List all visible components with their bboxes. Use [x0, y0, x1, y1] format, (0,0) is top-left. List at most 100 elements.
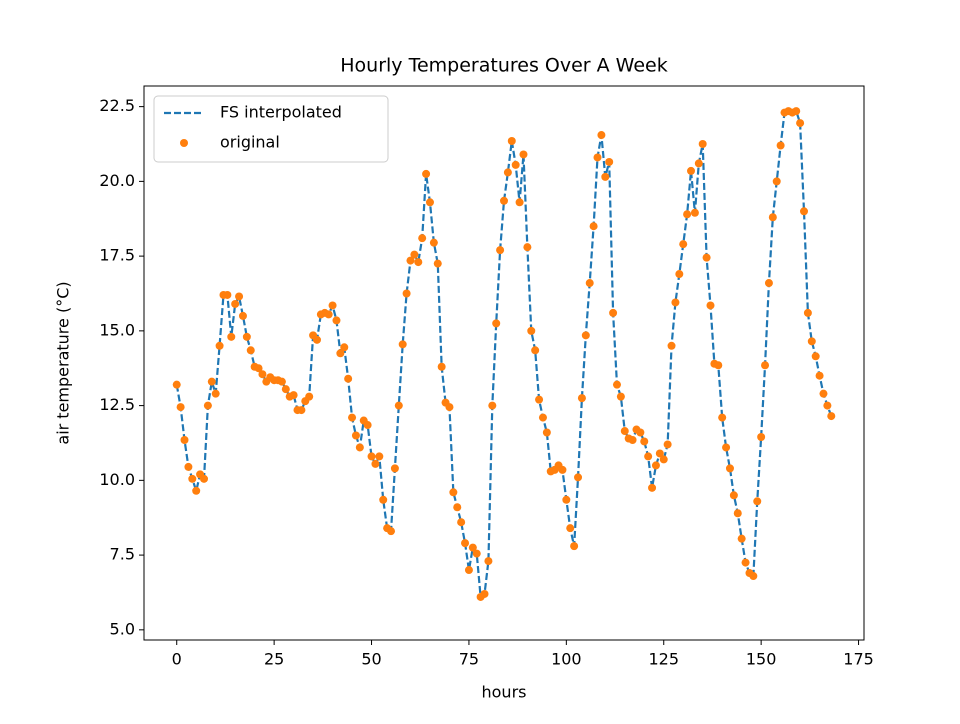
data-point — [768, 213, 777, 222]
data-point — [371, 459, 380, 468]
data-point — [519, 150, 528, 159]
data-point — [702, 253, 711, 262]
data-point — [531, 346, 540, 355]
data-point — [425, 198, 434, 207]
data-point — [340, 343, 349, 352]
data-point — [414, 258, 423, 267]
data-point — [445, 403, 454, 412]
data-point — [480, 589, 489, 598]
data-point — [628, 435, 637, 444]
data-point — [819, 389, 828, 398]
x-tick-label: 0 — [172, 650, 182, 669]
data-point — [796, 119, 805, 128]
data-point — [823, 401, 832, 410]
data-point — [281, 385, 290, 394]
data-point — [227, 332, 236, 341]
data-point — [238, 311, 247, 320]
x-tick-label: 75 — [459, 650, 479, 669]
data-point — [231, 299, 240, 308]
data-point — [418, 234, 427, 243]
data-point — [714, 361, 723, 370]
data-point — [800, 207, 808, 216]
data-point — [215, 341, 224, 350]
x-tick-label: 25 — [264, 650, 284, 669]
data-point — [507, 137, 516, 146]
data-point — [492, 319, 501, 328]
data-point — [433, 259, 442, 268]
data-point — [655, 449, 664, 458]
x-tick-label: 125 — [648, 650, 679, 669]
data-point — [246, 346, 255, 355]
y-tick-label: 12.5 — [99, 395, 135, 414]
y-tick-label: 15.0 — [99, 320, 135, 339]
data-point — [562, 495, 571, 504]
data-point — [659, 455, 668, 464]
data-point — [593, 153, 602, 162]
data-point — [589, 222, 598, 231]
legend-label: FS interpolated — [220, 103, 342, 122]
data-point — [258, 370, 267, 379]
data-point — [815, 371, 824, 380]
data-point — [254, 364, 263, 373]
data-point — [180, 435, 189, 444]
legend-label: original — [220, 133, 280, 152]
data-point — [566, 524, 575, 533]
data-point — [188, 474, 197, 483]
data-point — [523, 243, 532, 252]
data-point — [601, 172, 610, 181]
data-point — [667, 341, 676, 350]
data-point — [375, 452, 384, 461]
chart-title: Hourly Temperatures Over A Week — [340, 55, 667, 77]
data-point — [207, 377, 216, 386]
x-tick-label: 50 — [361, 650, 381, 669]
data-point — [749, 572, 758, 581]
y-tick-label: 10.0 — [99, 470, 135, 489]
data-point — [305, 392, 314, 401]
y-tick-label: 22.5 — [99, 96, 135, 115]
x-tick-label: 175 — [843, 650, 874, 669]
x-tick-label: 150 — [746, 650, 777, 669]
data-point — [535, 395, 544, 404]
data-point — [811, 352, 820, 361]
data-point — [605, 157, 614, 166]
data-point — [348, 413, 357, 422]
data-point — [648, 483, 657, 492]
data-point — [757, 432, 766, 441]
data-point — [616, 392, 625, 401]
data-point — [772, 177, 781, 186]
data-point — [402, 289, 411, 298]
data-point — [733, 509, 742, 518]
data-point — [500, 196, 508, 205]
data-point — [449, 488, 458, 497]
data-point — [422, 169, 431, 178]
data-point — [803, 308, 812, 317]
data-point — [585, 279, 594, 288]
data-point — [488, 401, 497, 410]
data-point — [289, 391, 298, 400]
data-point — [203, 401, 212, 410]
data-point — [429, 238, 438, 247]
y-tick-label: 5.0 — [110, 619, 135, 638]
data-point — [297, 406, 306, 415]
data-point — [242, 332, 251, 341]
data-point — [753, 497, 762, 506]
data-point — [737, 534, 746, 543]
data-point — [609, 308, 618, 317]
data-point — [367, 452, 376, 461]
data-point — [192, 486, 201, 495]
data-point — [511, 160, 520, 169]
data-point — [332, 316, 341, 325]
data-point — [620, 427, 629, 436]
y-axis-label: air temperature (°C) — [54, 281, 73, 444]
data-point — [542, 428, 551, 437]
axes-frame — [143, 85, 865, 641]
data-point — [468, 543, 477, 552]
data-point — [387, 527, 396, 536]
data-point — [574, 473, 583, 482]
y-tick-label: 20.0 — [99, 171, 135, 190]
data-point — [336, 349, 345, 358]
data-point — [351, 431, 360, 440]
data-point — [792, 107, 801, 116]
data-point — [741, 558, 750, 567]
data-point — [807, 337, 816, 346]
